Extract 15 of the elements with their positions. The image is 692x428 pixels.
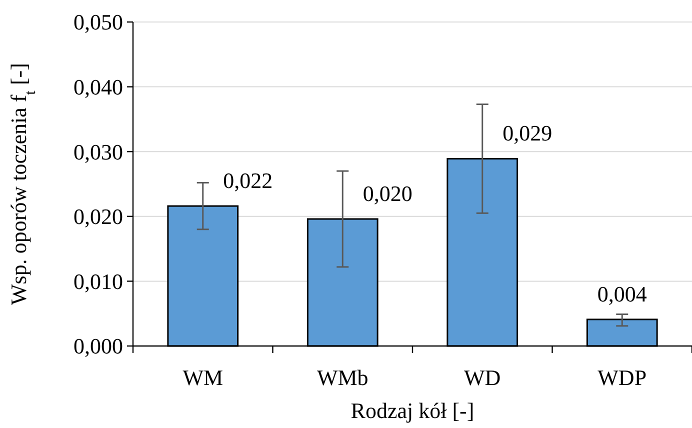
y-tick-label: 0,010 (74, 268, 123, 294)
data-label: 0,029 (502, 120, 552, 146)
y-tick-label: 0,030 (74, 139, 123, 164)
y-tick-label: 0,040 (74, 74, 123, 100)
x-tick-label: WM (182, 365, 224, 390)
data-label: 0,004 (597, 281, 647, 306)
x-tick-label: WD (464, 365, 501, 390)
y-tick-label: 0,020 (74, 204, 123, 230)
y-tick-label: 0,000 (74, 334, 123, 359)
data-label: 0,022 (223, 168, 273, 194)
x-axis-title: Rodzaj kół [-] (350, 398, 474, 423)
y-tick-label: 0,050 (74, 10, 123, 35)
x-tick-label: WDP (598, 365, 647, 390)
data-label: 0,020 (362, 180, 412, 206)
x-tick-label: WMb (316, 365, 368, 390)
